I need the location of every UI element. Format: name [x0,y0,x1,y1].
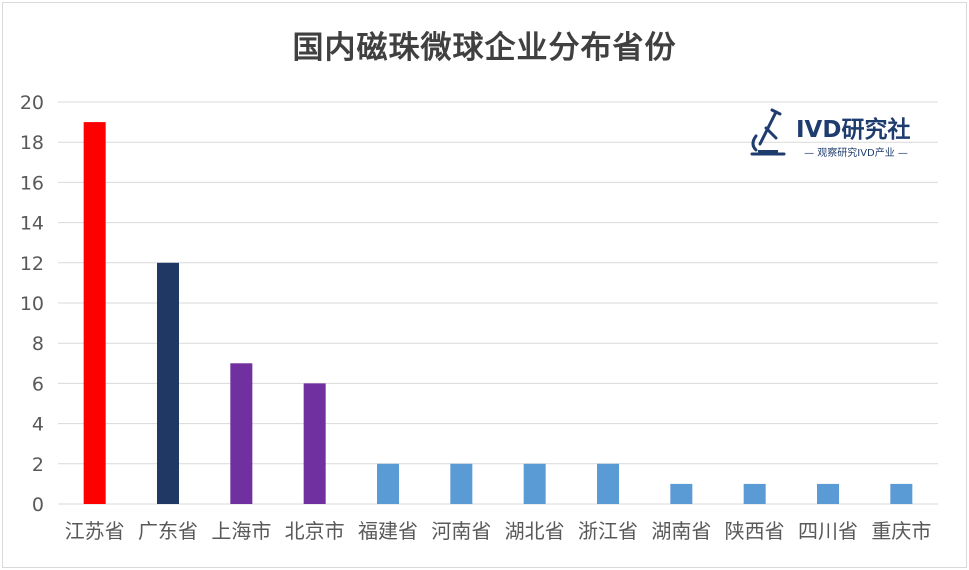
y-tick-label: 4 [32,414,44,436]
y-tick-label: 16 [20,172,44,194]
x-tick-label: 四川省 [798,519,858,543]
x-tick-label: 北京市 [285,519,345,543]
watermark-logo: IVD研究社 — 观察研究IVD产业 — [746,104,926,162]
y-tick-label: 8 [32,333,44,355]
bar [597,463,619,504]
y-tick-label: 0 [32,494,44,516]
x-tick-label: 浙江省 [578,519,638,543]
chart-title: 国内磁珠微球企业分布省份 [292,30,677,66]
y-tick-label: 12 [20,253,44,275]
bar [670,483,693,504]
bar [523,463,546,504]
x-tick-label: 重庆市 [871,519,931,543]
x-tick-label: 上海市 [211,519,271,543]
bar [890,483,913,504]
x-tick-label: 陕西省 [725,519,785,543]
x-tick-label: 湖北省 [505,519,565,543]
bar [230,363,253,504]
y-tick-label: 6 [32,373,44,395]
logo-tagline: — 观察研究IVD产业 — [804,148,908,159]
x-tick-label: 福建省 [358,519,418,543]
bar [303,383,326,504]
x-tick-label: 广东省 [138,519,198,543]
bar [83,122,106,504]
bar [157,262,179,504]
y-tick-label: 2 [32,454,44,476]
y-tick-label: 18 [20,132,44,154]
y-tick-label: 14 [20,213,44,235]
bar [377,463,399,504]
y-tick-label: 10 [20,293,44,315]
bar [743,483,766,504]
microscope-icon [750,108,786,156]
logo-title: IVD研究社 [796,117,911,143]
y-tick-label: 20 [20,92,44,114]
x-tick-label: 河南省 [431,519,491,543]
x-tick-label: 湖南省 [651,519,711,543]
x-tick-label: 江苏省 [65,519,125,543]
bar [450,463,473,504]
bar [817,483,839,504]
